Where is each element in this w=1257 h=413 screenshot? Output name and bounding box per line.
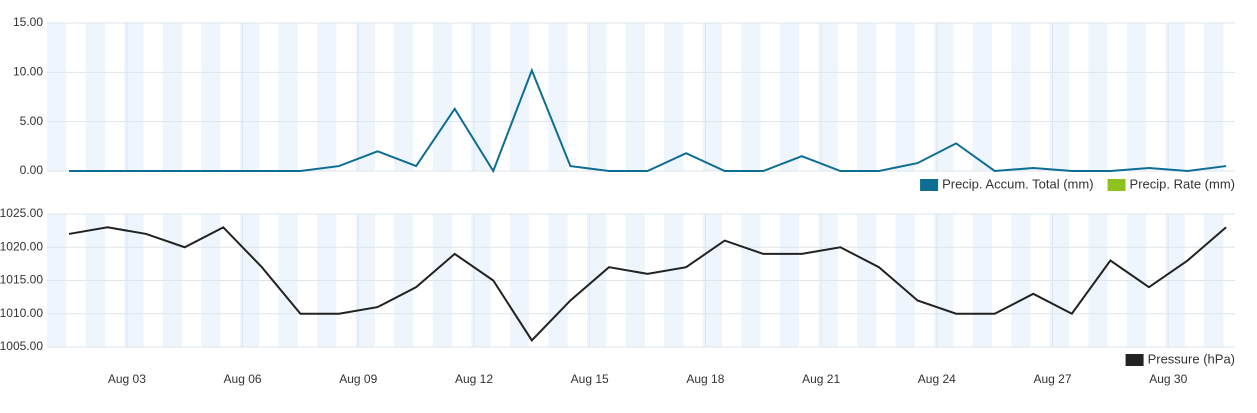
stripe (1204, 23, 1224, 171)
y-tick-label: 15.00 (13, 15, 43, 29)
stripe (1165, 23, 1185, 171)
stripe (664, 23, 684, 171)
y-tick-label: 0.00 (20, 163, 44, 177)
stripe (1011, 23, 1031, 171)
y-tick-label: 1020.00 (0, 239, 43, 253)
stripe (509, 23, 530, 171)
stripe (316, 23, 337, 171)
stripe (124, 23, 144, 171)
stripe (394, 23, 414, 171)
y-tick-label: 1005.00 (0, 339, 43, 353)
x-tick-label: Aug 03 (108, 372, 146, 386)
y-tick-label: 10.00 (13, 65, 43, 79)
stripe (856, 23, 877, 171)
y-tick-label: 5.00 (20, 114, 44, 128)
legend-swatch (920, 179, 939, 191)
stripe (1126, 23, 1147, 171)
stripe (779, 23, 800, 171)
stripe (548, 23, 568, 171)
stripe (625, 23, 645, 171)
x-tick-label: Aug 06 (224, 372, 262, 386)
stripe (934, 23, 954, 171)
stripe (895, 23, 915, 171)
y-tick-label: 1015.00 (0, 273, 43, 287)
stripe (586, 23, 607, 171)
stripe (201, 23, 221, 171)
legend-label: Pressure (hPa) (1148, 351, 1235, 366)
stripe (1088, 23, 1108, 171)
stripe (278, 23, 298, 171)
stripe (702, 23, 722, 171)
x-tick-label: Aug 27 (1034, 372, 1072, 386)
stripe (1049, 23, 1070, 171)
legend-label: Precip. Accum. Total (mm) (942, 176, 1093, 191)
x-tick-label: Aug 12 (455, 372, 493, 386)
stripe (471, 23, 491, 171)
stripe (972, 23, 992, 171)
stripe (432, 23, 452, 171)
x-tick-label: Aug 30 (1149, 372, 1187, 386)
stripe (85, 23, 105, 171)
stripe (355, 23, 375, 171)
stripe (239, 23, 260, 171)
x-tick-label: Aug 21 (802, 372, 840, 386)
x-tick-label: Aug 15 (571, 372, 609, 386)
line (68, 226, 1227, 342)
stripe (47, 23, 67, 171)
y-tick-label: 1010.00 (0, 306, 43, 320)
legend-swatch (1107, 179, 1126, 191)
x-tick-label: Aug 18 (686, 372, 724, 386)
y-tick-label: 1025.00 (0, 206, 43, 220)
x-tick-label: Aug 24 (918, 372, 956, 386)
line (69, 67, 1227, 174)
legend-label: Precip. Rate (mm) (1130, 176, 1235, 191)
stripe (741, 23, 761, 171)
stripe (818, 23, 838, 171)
stripe (162, 23, 182, 171)
x-tick-label: Aug 09 (339, 372, 377, 386)
legend-swatch (1125, 354, 1144, 366)
